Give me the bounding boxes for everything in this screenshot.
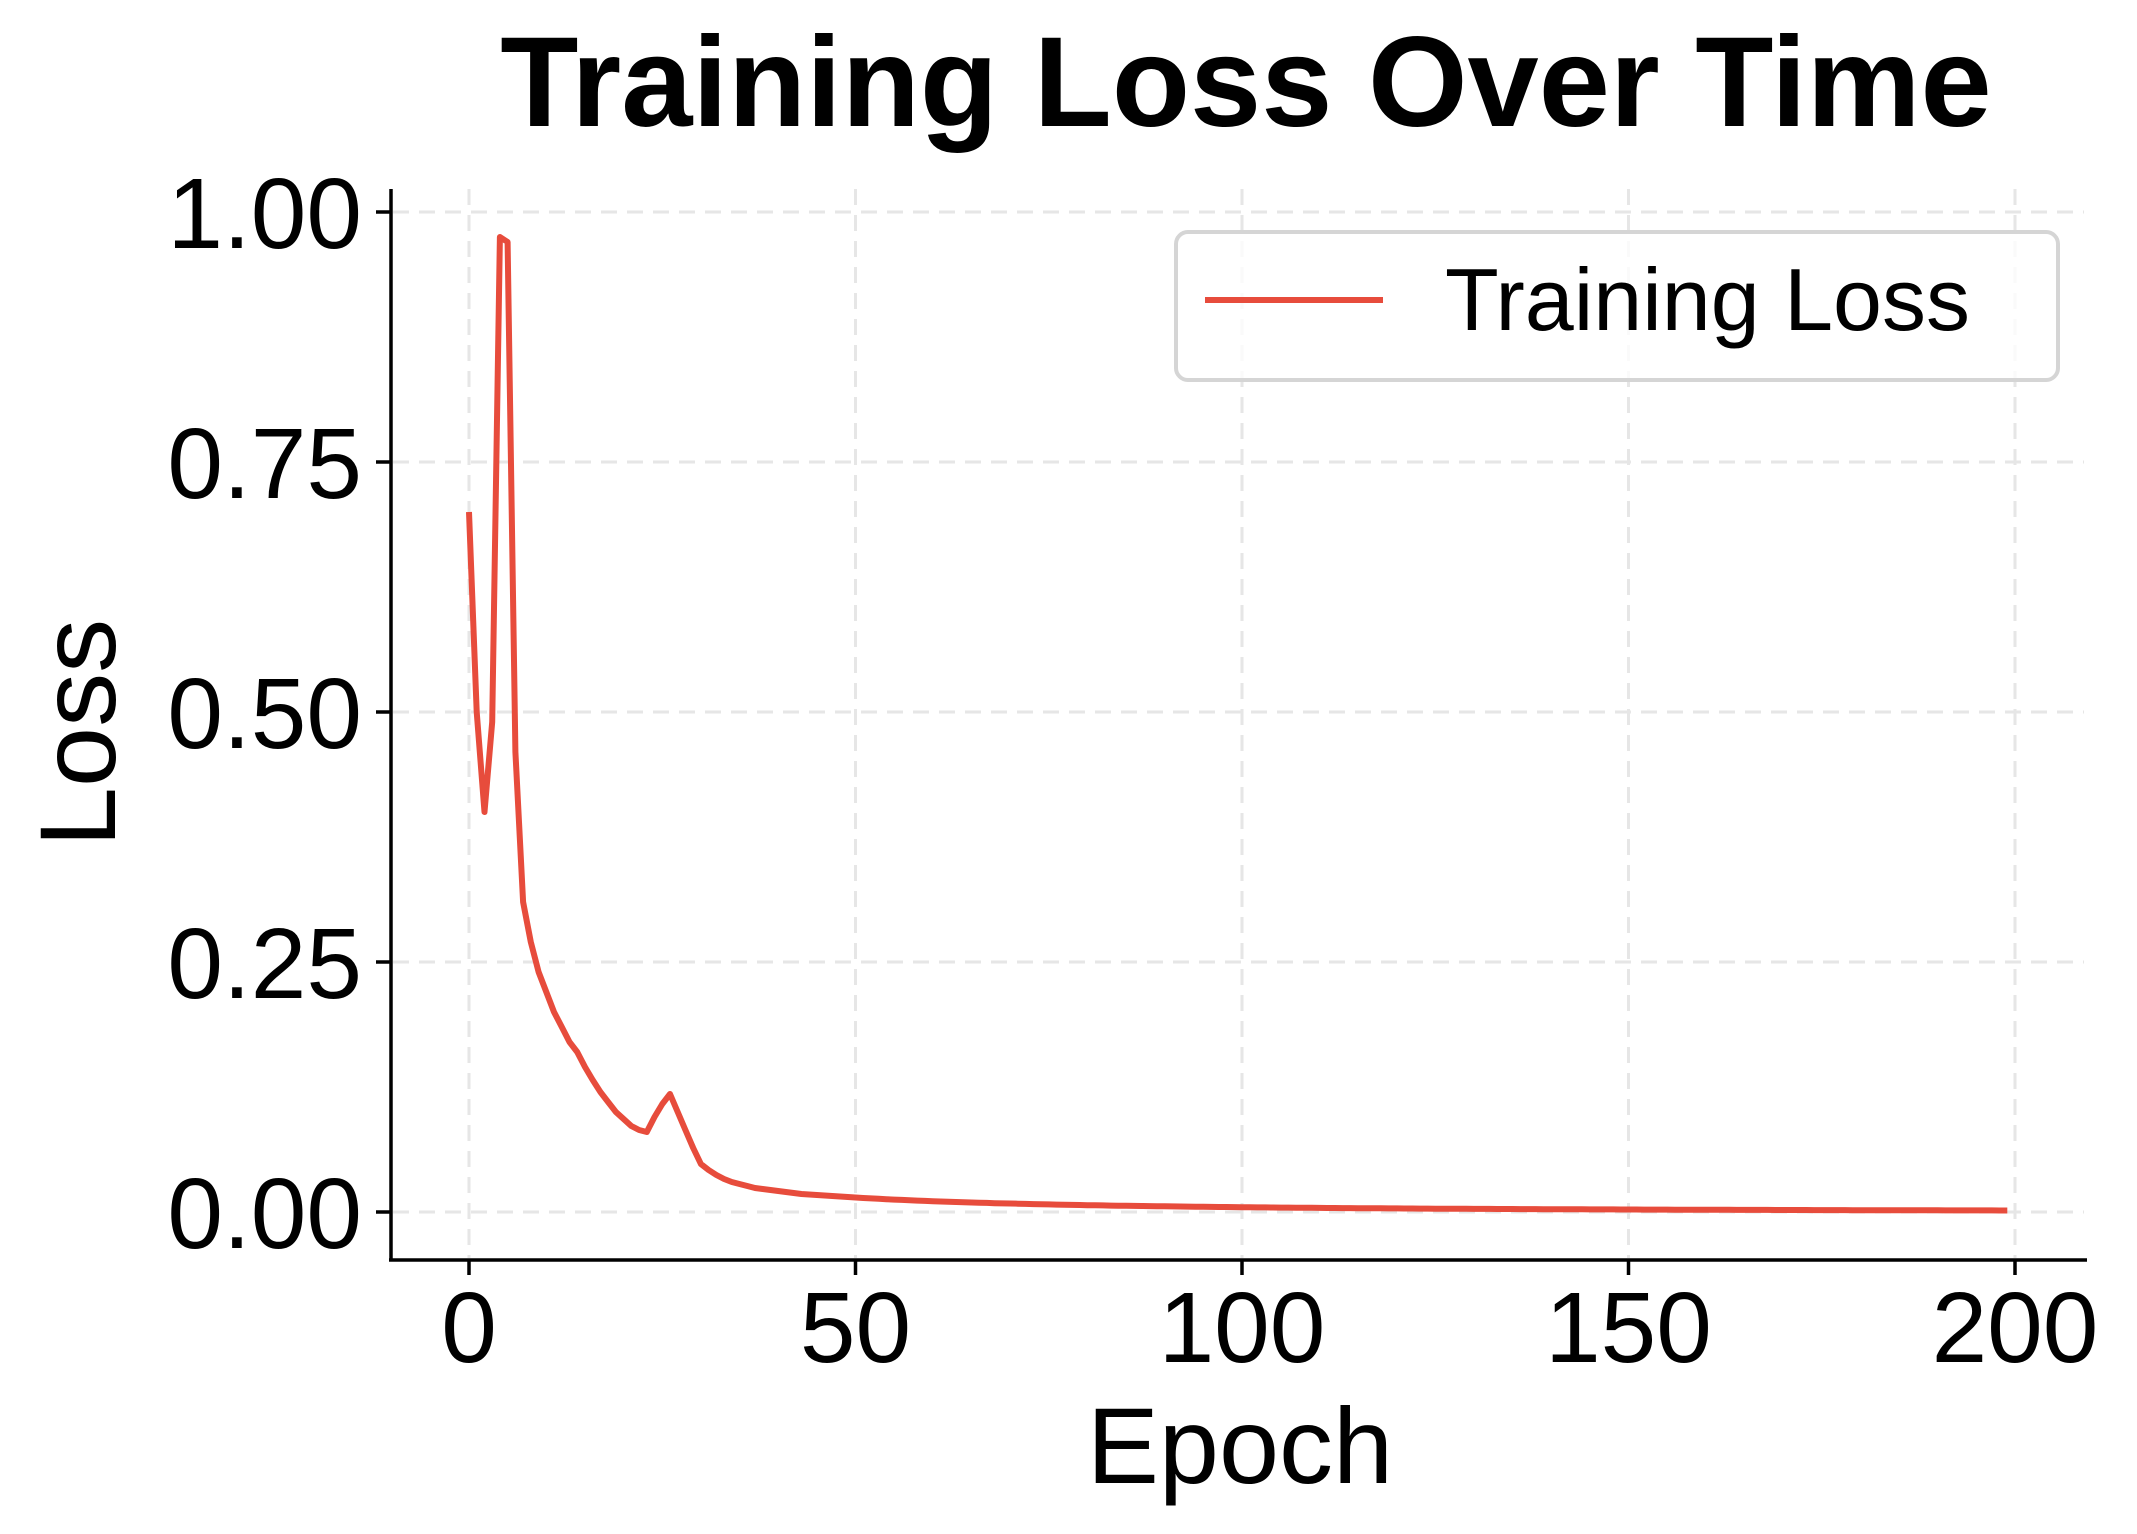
vertical-gridlines xyxy=(467,189,2017,1258)
x-axis-label: Epoch xyxy=(1087,1385,1393,1506)
y-axis-ticks: 0.00 0.25 0.50 0.75 1.00 xyxy=(167,158,391,1270)
legend: Training Loss xyxy=(1174,230,2060,382)
y-tick-label: 0.50 xyxy=(167,658,362,770)
training-loss-line xyxy=(466,234,2008,1214)
x-tick-label: 50 xyxy=(800,1272,911,1384)
y-tick-label: 1.00 xyxy=(167,158,362,270)
y-axis-label: Loss xyxy=(17,619,138,847)
x-tick-label: 100 xyxy=(1159,1272,1326,1384)
x-tick-label: 200 xyxy=(1932,1272,2099,1384)
y-tick-label: 0.00 xyxy=(167,1158,362,1270)
x-tick-label: 150 xyxy=(1545,1272,1712,1384)
chart-title: Training Loss Over Time xyxy=(500,11,1991,154)
x-axis-ticks: 0 50 100 150 200 xyxy=(441,1260,2098,1384)
legend-box xyxy=(1174,230,2060,382)
x-tick-label: 0 xyxy=(441,1272,497,1384)
legend-label: Training Loss xyxy=(1445,250,1970,349)
y-tick-label: 0.25 xyxy=(167,908,362,1020)
y-tick-label: 0.75 xyxy=(167,408,362,520)
